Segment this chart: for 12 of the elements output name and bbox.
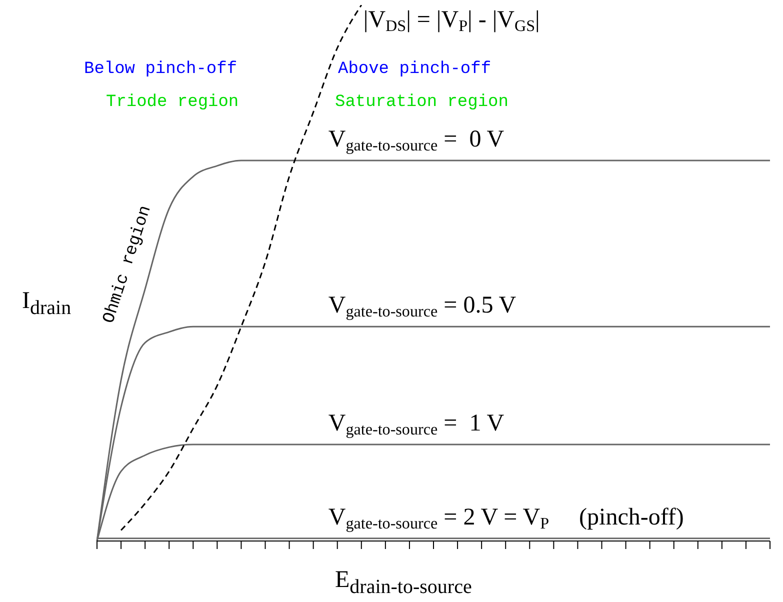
annotation: Below pinch-off (84, 60, 238, 79)
x-axis-title: E$_{drain-to-source}$ (335, 567, 472, 599)
series-label: V$_{gate-to-source}$ = 0 V (328, 126, 505, 154)
annotation: Ohmic region (100, 204, 156, 326)
series-label: V$_{gate-to-source}$ = 0.5 V (328, 292, 517, 321)
series-label: V$_{gate-to-source}$ = 1 V (328, 410, 505, 439)
annotation: Saturation region (335, 93, 508, 112)
series-label: |V$_{DS}$| = |V$_{P}$| - |V$_{GS}$| (363, 7, 540, 35)
y-axis-title: I$_{drain}$ (22, 288, 72, 320)
text: V$_{gate-to-source}$ = 2 V = V$_{P}$ (pinch-off) (328, 504, 684, 532)
annotation: Above pinch-off (338, 60, 492, 79)
annotation: Triode region (106, 93, 239, 112)
